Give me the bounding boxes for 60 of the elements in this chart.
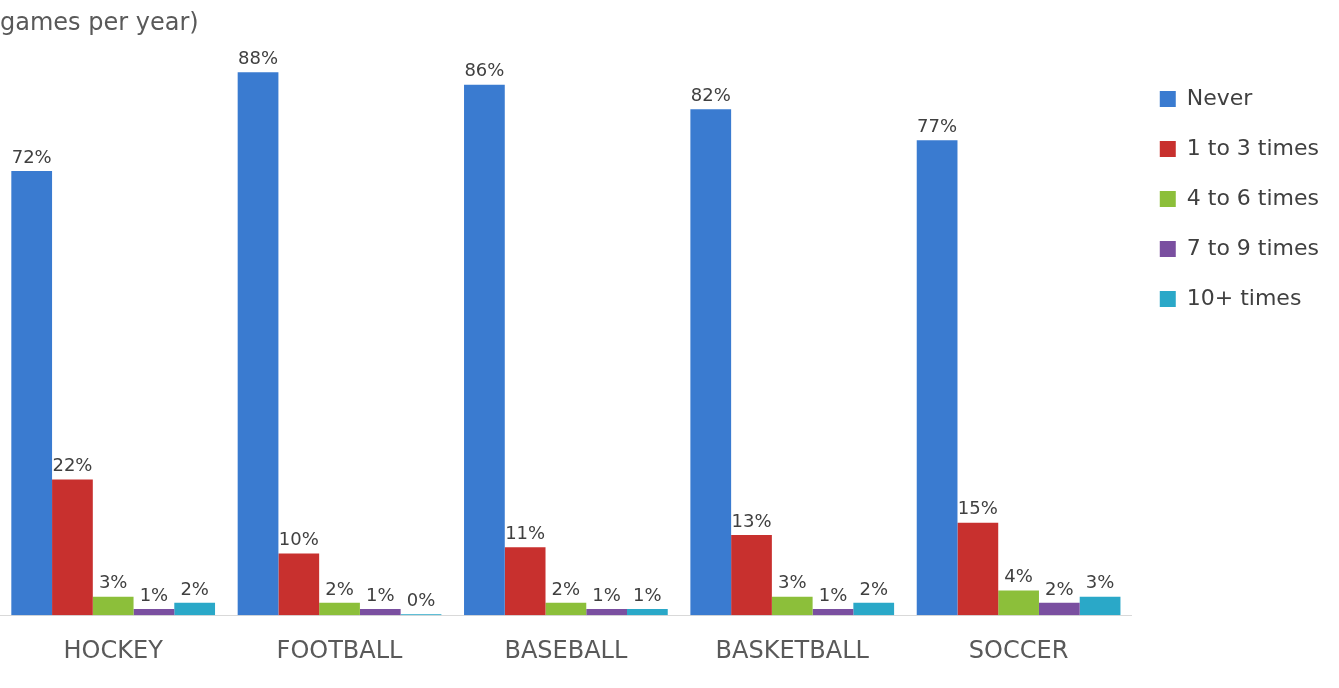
data-label: 11%: [505, 522, 546, 544]
bar: [771, 596, 813, 616]
legend-label: 4 to 6 times: [1186, 184, 1320, 210]
x-tick-label: BASEBALL: [504, 635, 628, 664]
data-label: 3%: [1085, 571, 1115, 593]
bar: [237, 72, 279, 616]
x-tick-label: FOOTBALL: [276, 635, 404, 664]
bar: [1079, 596, 1121, 616]
data-label: 15%: [957, 497, 998, 519]
data-label: 2%: [180, 577, 209, 599]
data-label: 2%: [325, 577, 354, 599]
data-label: 72%: [11, 145, 52, 167]
data-label: 86%: [464, 59, 505, 81]
bar: [957, 522, 999, 616]
data-label: 13%: [731, 509, 772, 531]
bar: [731, 535, 772, 616]
bar: [464, 84, 505, 616]
bar: [278, 553, 320, 616]
x-tick-label: SOCCER: [968, 635, 1069, 664]
bar: [627, 609, 668, 616]
chart-subtitle: games per year): [0, 8, 199, 36]
bar: [133, 609, 175, 616]
bar: [92, 596, 134, 616]
bar: [545, 602, 587, 616]
data-label: 2%: [551, 577, 581, 599]
bar: [853, 602, 895, 616]
bar: [1038, 602, 1080, 616]
bar: [690, 109, 732, 616]
legend-label: Never: [1186, 84, 1254, 110]
data-label: 2%: [859, 577, 889, 599]
data-label: 1%: [818, 583, 848, 605]
bar: [504, 547, 546, 616]
data-label: 3%: [98, 571, 128, 593]
x-tick-label: HOCKEY: [63, 635, 164, 664]
data-label: 0%: [406, 588, 436, 610]
data-label: 1%: [139, 583, 169, 605]
data-label: 2%: [1045, 577, 1074, 599]
bar: [359, 609, 401, 616]
data-label: 3%: [777, 571, 807, 593]
bar: [52, 479, 93, 616]
legend-label: 10+ times: [1186, 284, 1302, 310]
data-label: 1%: [365, 583, 395, 605]
legend-label: 7 to 9 times: [1186, 234, 1320, 260]
bar: [812, 609, 854, 616]
legend-label: 1 to 3 times: [1186, 134, 1320, 160]
bar: [916, 140, 958, 616]
x-tick-label: BASKETBALL: [715, 635, 870, 664]
data-label: 1%: [592, 583, 621, 605]
bar: [998, 590, 1039, 616]
bar: [174, 602, 216, 616]
bar: [319, 602, 360, 616]
bar: [11, 171, 53, 616]
data-label: 4%: [1004, 565, 1033, 587]
data-label: 22%: [52, 454, 93, 476]
data-label: 10%: [278, 528, 319, 550]
data-label: 82%: [690, 84, 731, 106]
bar: [586, 609, 627, 616]
data-label: 88%: [238, 47, 279, 69]
data-label: 77%: [917, 114, 958, 136]
data-label: 1%: [633, 583, 662, 605]
